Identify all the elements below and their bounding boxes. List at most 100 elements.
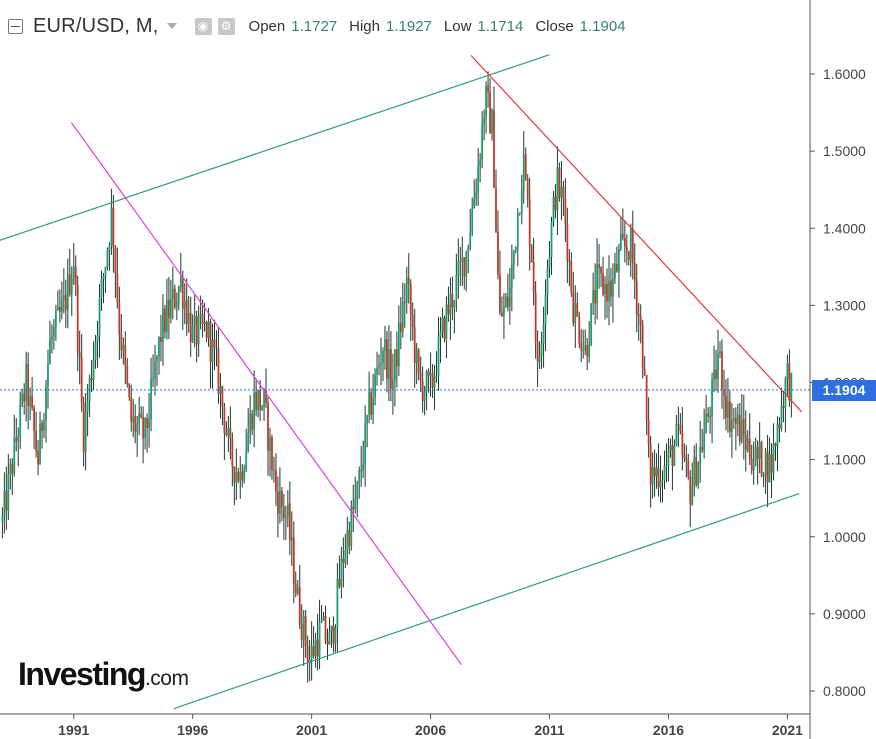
- candle-body: [239, 471, 242, 481]
- candle-body: [510, 264, 513, 288]
- candle-body: [459, 261, 462, 263]
- candle-body: [199, 313, 202, 317]
- candle-body: [92, 359, 95, 381]
- candle-body: [604, 283, 606, 295]
- candle-body: [736, 414, 739, 425]
- candle-body: [669, 445, 672, 451]
- candle-body: [5, 490, 8, 511]
- candle-body: [695, 457, 698, 485]
- open-value: 1.1727: [291, 17, 338, 35]
- candle-body: [550, 221, 553, 257]
- candle-body: [181, 277, 184, 309]
- low-value: 1.1714: [477, 17, 524, 35]
- candle-body: [108, 245, 111, 251]
- candle-body: [776, 424, 779, 447]
- candle-body: [74, 266, 77, 285]
- candle-body: [352, 506, 355, 510]
- candle-body: [31, 395, 34, 408]
- candle-body: [715, 369, 717, 380]
- candle-body: [356, 483, 359, 500]
- candle-body: [493, 110, 495, 188]
- candle-body: [249, 413, 252, 433]
- candle-body: [344, 550, 347, 564]
- candle-body: [340, 558, 343, 587]
- candle-body: [233, 466, 236, 483]
- candle-body: [374, 374, 376, 398]
- y-tick-label: 1.5000: [823, 143, 866, 159]
- magenta-downtrend-line[interactable]: [70, 122, 462, 666]
- candle-body: [433, 376, 436, 388]
- candle-body: [752, 465, 755, 471]
- candle-body: [602, 273, 604, 295]
- candle-body: [518, 212, 521, 214]
- candle-body: [540, 343, 543, 357]
- candle-body: [590, 303, 593, 345]
- candle-body: [39, 423, 41, 465]
- candle-body: [72, 266, 75, 279]
- candle-body: [47, 364, 49, 386]
- high-label: High: [349, 17, 380, 35]
- candle-body: [11, 463, 14, 474]
- candle-body: [544, 294, 547, 325]
- candle-body: [538, 356, 541, 362]
- candle-body: [661, 480, 664, 482]
- y-tick-label: 0.8000: [823, 683, 866, 699]
- candle-body: [312, 646, 315, 656]
- candle-body: [328, 631, 331, 645]
- x-tick-label: 2006: [415, 722, 446, 738]
- candle-body: [457, 261, 460, 276]
- candle-body: [280, 490, 283, 507]
- candle-body: [473, 198, 476, 208]
- candle-body: [106, 250, 109, 267]
- candle-body: [746, 439, 749, 450]
- candle-body: [606, 283, 608, 302]
- candle-body: [90, 378, 93, 381]
- candle-body: [469, 231, 472, 248]
- candle-body: [68, 274, 71, 295]
- candle-body: [273, 469, 275, 471]
- candle-body: [173, 288, 176, 308]
- candle-body: [336, 578, 339, 628]
- candle-body: [645, 375, 648, 421]
- candle-body: [467, 247, 470, 252]
- candle-body: [479, 159, 482, 167]
- candle-body: [729, 401, 731, 432]
- collapse-button[interactable]: [8, 18, 23, 34]
- candle-body: [360, 470, 363, 472]
- candle-body: [445, 304, 448, 339]
- symbol-title[interactable]: EUR/USD, M,: [33, 14, 159, 37]
- candle-body: [203, 322, 206, 324]
- candle-body: [169, 298, 172, 318]
- red-downtrend-line[interactable]: [470, 55, 803, 413]
- lower-channel-line[interactable]: [173, 492, 800, 710]
- candle-body: [330, 626, 333, 632]
- gear-icon[interactable]: ⚙: [217, 17, 235, 35]
- candle-body: [578, 316, 581, 344]
- candle-body: [572, 292, 575, 324]
- candle-body: [368, 392, 371, 416]
- candle-body: [29, 395, 32, 406]
- upper-channel-line[interactable]: [0, 54, 550, 248]
- candle-body: [60, 300, 63, 312]
- candle-body: [619, 233, 622, 250]
- candle-body: [51, 336, 53, 340]
- candle-body: [376, 367, 378, 375]
- candle-body: [302, 616, 305, 641]
- eye-icon[interactable]: ◉: [194, 17, 212, 35]
- candle-body: [491, 110, 493, 134]
- candle-body: [687, 460, 690, 477]
- candle-body: [292, 537, 295, 585]
- candle-body: [86, 401, 89, 412]
- candle-body: [637, 314, 640, 317]
- candle-body: [683, 454, 686, 458]
- trend-lines: [0, 54, 803, 710]
- chevron-down-icon[interactable]: [166, 23, 177, 29]
- close-value: 1.1904: [579, 17, 626, 35]
- candle-body: [701, 446, 704, 451]
- candle-body: [209, 321, 212, 363]
- candle-body: [279, 490, 281, 514]
- candle-body: [441, 317, 444, 332]
- candle-body: [514, 246, 517, 251]
- candle-body: [134, 415, 137, 432]
